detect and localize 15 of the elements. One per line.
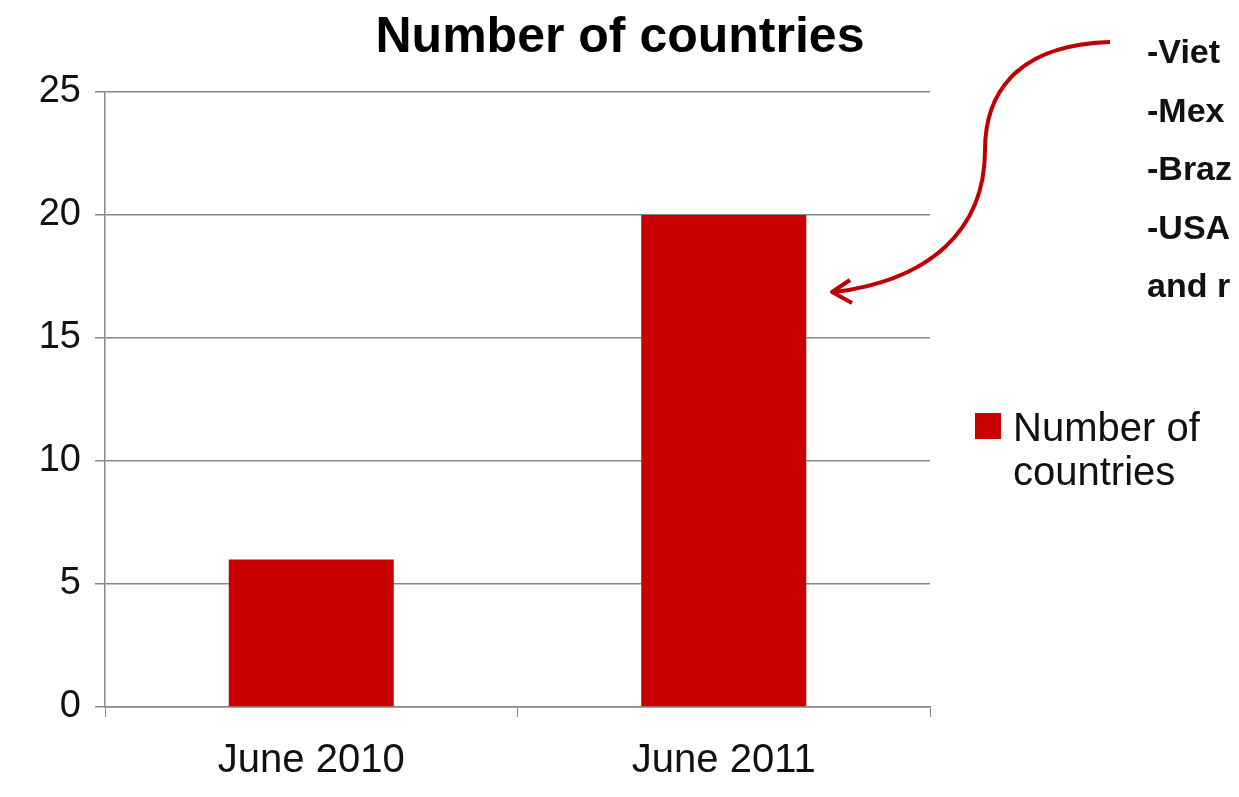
y-tick-label: 25 <box>38 68 81 111</box>
text: -USA <box>1147 206 1232 248</box>
y-tick-label: 5 <box>59 560 81 603</box>
y-tick-label: 15 <box>38 314 81 357</box>
text: -Mex <box>1147 89 1226 131</box>
y-tick-label: 0 <box>59 683 81 726</box>
text: and r <box>1147 265 1232 306</box>
text: -Viet <box>1147 31 1222 72</box>
y-tick-label: 10 <box>38 437 81 480</box>
x-tick-label: June 2011 <box>631 736 816 781</box>
chart-title: Number of countries <box>374 6 866 64</box>
legend-label: Number of countries <box>1013 405 1201 493</box>
x-tick-label: June 2010 <box>217 736 405 781</box>
text: -Braz <box>1147 148 1233 189</box>
y-tick-label: 20 <box>38 191 81 234</box>
